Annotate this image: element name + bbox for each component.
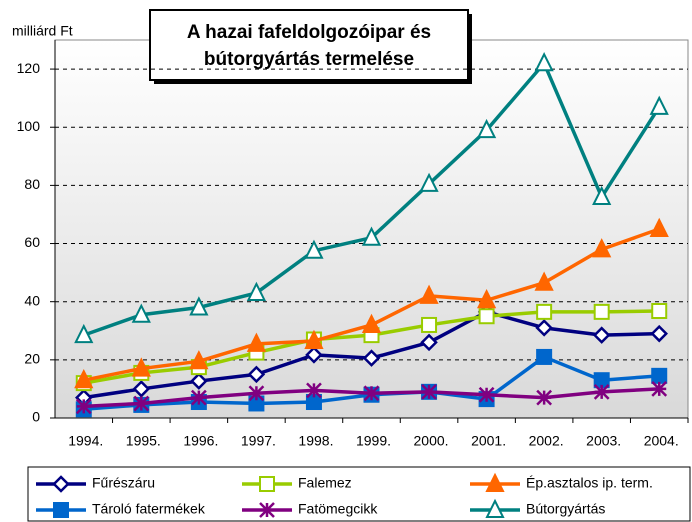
title-box [149, 9, 469, 81]
marker [259, 476, 275, 492]
legend-label: Fűrészáru [92, 475, 155, 491]
marker [485, 472, 505, 492]
chart-title: A hazai fafeldolgozóipar és [187, 22, 431, 43]
marker [75, 398, 92, 415]
marker [246, 281, 267, 301]
marker [592, 185, 612, 206]
marker [361, 226, 382, 246]
legend [27, 466, 691, 522]
marker [132, 380, 151, 398]
marker [246, 332, 267, 352]
x-tick-label: 2002. [529, 433, 564, 449]
x-tick-label: 1995. [126, 433, 161, 449]
y-tick-label: 100 [17, 118, 41, 134]
marker [247, 365, 266, 384]
legend-label: Ép.asztalos ip. term. [526, 475, 653, 491]
marker [650, 324, 668, 343]
marker [74, 368, 94, 389]
marker [592, 238, 612, 258]
legend-label: Falemez [298, 475, 352, 491]
y-tick-label: 40 [24, 292, 40, 308]
marker [476, 118, 497, 139]
marker [649, 217, 669, 237]
marker [651, 367, 668, 384]
marker [189, 350, 209, 370]
marker [304, 239, 324, 259]
marker [419, 284, 439, 304]
x-tick-label: 2003. [586, 433, 621, 449]
marker [478, 308, 495, 325]
y-tick-label: 80 [24, 176, 40, 192]
marker [593, 383, 610, 400]
x-tick-label: 2001. [471, 433, 506, 449]
marker [304, 329, 324, 349]
legend-label: Bútorgyártás [526, 501, 605, 517]
y-tick-label: 20 [24, 351, 40, 367]
marker [361, 313, 382, 333]
marker [74, 323, 94, 344]
marker [131, 357, 151, 377]
marker [534, 271, 554, 291]
marker [651, 381, 668, 397]
marker [190, 372, 208, 390]
marker [478, 386, 495, 403]
marker [362, 349, 381, 367]
marker [421, 383, 437, 400]
marker [649, 95, 669, 115]
marker [592, 326, 611, 344]
marker [476, 289, 497, 309]
x-tick-label: 1997. [241, 433, 276, 449]
chart-title: bútorgyártás termelése [204, 49, 414, 70]
marker [536, 389, 553, 406]
legend-label: Tároló fatermékek [92, 501, 206, 517]
x-tick-label: 1994. [68, 433, 103, 449]
marker [53, 502, 69, 518]
x-tick-label: 1999. [356, 433, 391, 449]
legend-label: Fatömegcikk [298, 501, 378, 517]
marker [190, 389, 207, 406]
marker [651, 302, 668, 319]
x-tick-label: 1996. [183, 433, 218, 449]
marker [305, 346, 323, 364]
y-tick-label: 120 [17, 60, 41, 76]
marker [419, 172, 439, 192]
y-tick-label: 0 [32, 409, 40, 425]
marker [420, 333, 438, 352]
y-tick-label: 60 [24, 234, 40, 250]
marker [306, 382, 322, 399]
marker [535, 319, 553, 337]
marker [133, 395, 150, 412]
marker [131, 303, 151, 323]
marker [485, 498, 505, 518]
marker [52, 475, 70, 493]
marker [593, 303, 610, 320]
marker [248, 385, 265, 402]
marker [259, 502, 275, 518]
marker [421, 316, 438, 333]
marker [363, 385, 380, 402]
marker [536, 348, 553, 365]
marker [534, 52, 554, 72]
x-tick-label: 1998. [298, 433, 333, 449]
x-tick-label: 2004. [644, 433, 679, 449]
x-tick-label: 2000. [414, 433, 449, 449]
marker [536, 303, 553, 320]
marker [189, 296, 209, 316]
y-axis-label: milliárd Ft [12, 23, 73, 39]
